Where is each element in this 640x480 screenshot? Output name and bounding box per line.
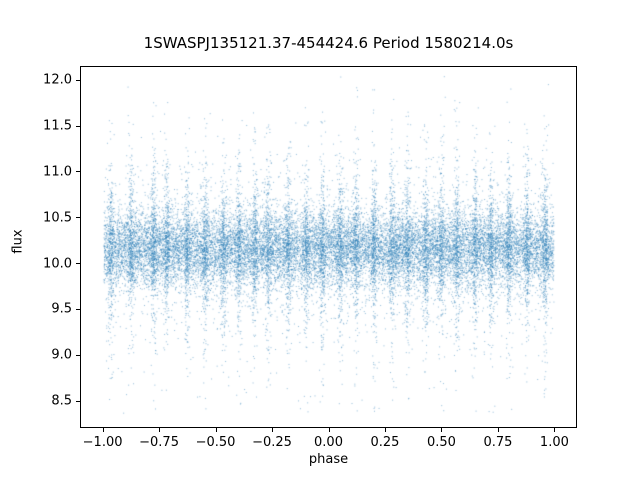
- y-tick-mark: [76, 354, 80, 356]
- y-tick-label: 10.5: [43, 210, 72, 226]
- x-tick-mark: [384, 428, 386, 432]
- x-tick-label: −0.75: [139, 435, 179, 450]
- y-tick-mark: [76, 125, 80, 127]
- x-tick-label: 1.00: [539, 435, 569, 450]
- x-tick-mark: [328, 428, 330, 432]
- y-tick-mark: [76, 171, 80, 173]
- scatter-points-canvas: [81, 67, 576, 427]
- x-tick-label: 0.00: [314, 435, 343, 450]
- y-tick-mark: [76, 308, 80, 310]
- x-tick-label: 0.25: [370, 435, 400, 450]
- y-tick-label: 12.0: [43, 72, 72, 88]
- x-tick-mark: [159, 428, 161, 432]
- x-tick-label: −1.00: [82, 435, 123, 450]
- x-tick-mark: [272, 428, 274, 432]
- y-tick-label: 8.5: [51, 393, 72, 409]
- y-tick-mark: [76, 79, 80, 81]
- plot-area: [80, 66, 577, 428]
- y-tick-label: 11.0: [43, 164, 72, 180]
- y-tick-label: 9.0: [51, 347, 72, 363]
- x-tick-label: 0.50: [426, 435, 456, 450]
- x-tick-mark: [554, 428, 556, 432]
- x-tick-mark: [497, 428, 499, 432]
- y-axis-label: flux: [10, 229, 26, 254]
- x-tick-label: −0.50: [195, 435, 236, 450]
- y-tick-label: 11.5: [43, 118, 72, 134]
- x-axis-label: phase: [308, 452, 349, 467]
- y-tick-label: 10.0: [43, 256, 72, 272]
- y-tick-mark: [76, 400, 80, 402]
- y-tick-mark: [76, 263, 80, 265]
- y-tick-label: 9.5: [51, 301, 72, 317]
- x-tick-mark: [441, 428, 443, 432]
- chart-title: 1SWASPJ135121.37-454424.6 Period 1580214…: [143, 34, 514, 52]
- y-tick-mark: [76, 217, 80, 219]
- x-tick-mark: [215, 428, 217, 432]
- x-tick-label: 0.75: [483, 435, 513, 450]
- x-tick-mark: [102, 428, 104, 432]
- x-tick-label: −0.25: [252, 435, 292, 450]
